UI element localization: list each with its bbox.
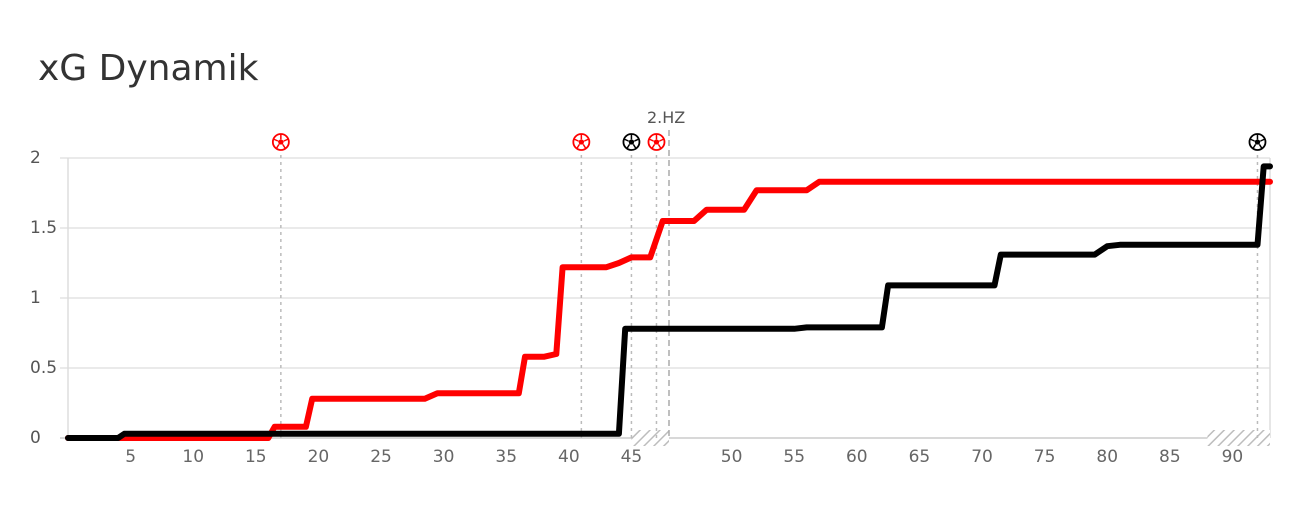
chart-title: xG Dynamik — [38, 48, 259, 89]
x-tick-label: 20 — [308, 447, 330, 467]
x-tick-label: 80 — [1096, 447, 1118, 467]
ball-seams — [648, 134, 665, 149]
ball-seams — [1249, 134, 1266, 149]
x-tick-label: 40 — [558, 447, 580, 467]
x-tick-label: 10 — [182, 447, 204, 467]
ball-seams — [573, 134, 590, 149]
ball-patch — [628, 139, 635, 145]
ball-patch — [277, 139, 284, 145]
x-tick-label: 30 — [433, 447, 455, 467]
ball-patch — [653, 139, 660, 145]
x-tick-label: 60 — [846, 447, 868, 467]
goal-ball-icon — [572, 133, 591, 151]
x-tick-label: 35 — [495, 447, 517, 467]
goal-ball-icon — [1248, 133, 1267, 151]
half-time-label: 2.HZ — [647, 108, 685, 127]
y-tick-label: 1 — [30, 288, 41, 308]
x-tick-label: 70 — [971, 447, 993, 467]
x-tick-label: 75 — [1034, 447, 1056, 467]
ball-patch — [1254, 139, 1261, 145]
ball-seams — [623, 134, 640, 149]
y-tick-label: 1.5 — [30, 218, 57, 238]
x-tick-label: 90 — [1222, 447, 1244, 467]
goal-ball-icon — [622, 133, 641, 151]
stoppage-time-band — [1207, 430, 1270, 446]
xg-line-red — [65, 178, 1273, 441]
xg-line-black — [65, 163, 1273, 441]
x-tick-label: 15 — [245, 447, 267, 467]
stoppage-time-band — [631, 430, 669, 446]
y-tick-label: 0 — [30, 428, 41, 448]
x-tick-label: 50 — [721, 447, 743, 467]
x-tick-label: 55 — [783, 447, 805, 467]
goal-ball-icon — [271, 133, 290, 151]
x-tick-label: 45 — [621, 447, 643, 467]
y-tick-label: 2 — [30, 148, 41, 168]
ball-patch — [578, 139, 585, 145]
x-tick-label: 5 — [125, 447, 136, 467]
y-tick-label: 0.5 — [30, 358, 57, 378]
ball-seams — [273, 134, 289, 149]
x-tick-label: 85 — [1159, 447, 1181, 467]
goal-ball-icon — [647, 133, 666, 151]
x-tick-label: 65 — [909, 447, 931, 467]
x-tick-label: 25 — [370, 447, 392, 467]
